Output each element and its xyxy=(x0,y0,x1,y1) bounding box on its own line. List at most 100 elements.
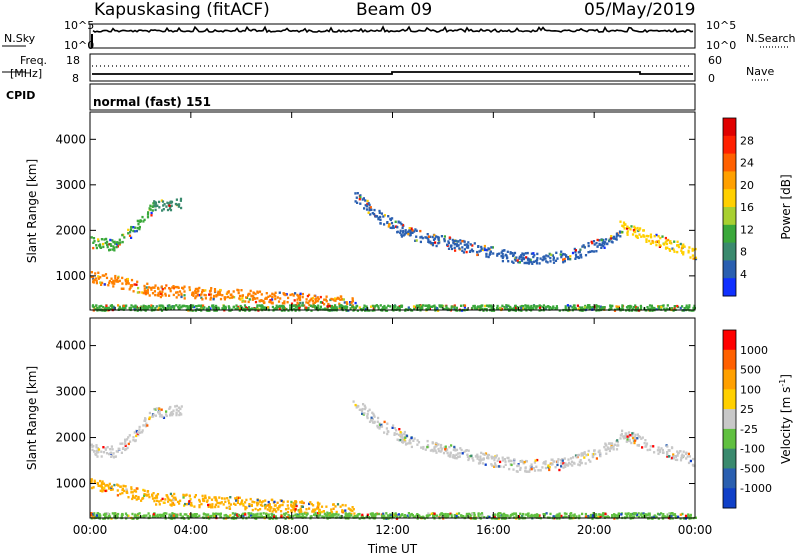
power-echo-cell xyxy=(449,244,452,247)
power-echo-cell xyxy=(146,282,149,285)
power-echo-cell xyxy=(659,236,662,240)
power-echo-cell xyxy=(366,199,369,203)
power-echo-cell xyxy=(463,248,466,251)
velocity-colorbar-tick: -1000 xyxy=(740,482,772,495)
velocity-echo-cell xyxy=(393,427,397,430)
velocity-echo-cell xyxy=(609,446,612,449)
velocity-echo-cell xyxy=(642,515,645,519)
power-echo-cell xyxy=(536,257,539,260)
power-echo-cell xyxy=(268,300,271,304)
power-echo-cell xyxy=(547,255,550,258)
velocity-echo-cell xyxy=(295,514,298,517)
velocity-echo-cell xyxy=(460,448,463,452)
power-echo-cell xyxy=(605,238,608,241)
velocity-echo-cell xyxy=(644,439,647,442)
power-echo-cell xyxy=(669,240,672,243)
velocity-echo-cell xyxy=(606,446,609,449)
velocity-echo-cell xyxy=(318,508,321,512)
power-echo-band xyxy=(619,220,698,261)
velocity-echo-cell xyxy=(298,511,301,515)
velocity-echo-cell xyxy=(453,514,456,517)
power-echo-cell xyxy=(276,306,279,309)
power-echo-cell xyxy=(133,230,136,233)
power-echo-cell xyxy=(146,216,150,219)
velocity-echo-cell xyxy=(430,512,433,515)
power-echo-cell xyxy=(476,306,479,309)
velocity-echo-cell xyxy=(90,443,93,446)
power-echo-cell xyxy=(627,226,630,230)
power-echo-cell xyxy=(628,306,631,310)
power-echo-cell xyxy=(112,245,115,248)
power-echo-cell xyxy=(201,290,204,294)
power-echo-cell xyxy=(447,240,450,243)
velocity-echo-cell xyxy=(140,499,143,502)
power-echo-cell xyxy=(279,297,282,300)
power-echo-cell xyxy=(688,304,691,307)
power-echo-cell xyxy=(110,244,113,247)
velocity-echo-cell xyxy=(131,497,134,501)
velocity-echo-cell xyxy=(648,514,651,517)
velocity-echo-cell xyxy=(629,434,632,437)
power-echo-cell xyxy=(520,304,523,308)
power-echo-cell xyxy=(334,304,337,307)
power-echo-cell xyxy=(174,285,177,289)
velocity-echo-cell xyxy=(455,448,459,452)
velocity-echo-cell xyxy=(560,514,563,518)
power-echo-cell xyxy=(576,304,579,307)
velocity-echo-cell xyxy=(443,513,446,516)
velocity-echo-cell xyxy=(178,502,181,505)
power-echo-cell xyxy=(282,304,285,308)
power-echo-cell xyxy=(154,205,157,208)
power-echo-cell xyxy=(562,261,565,264)
velocity-echo-cell xyxy=(91,513,94,516)
velocity-echo-cell xyxy=(558,515,561,518)
velocity-echo-cell xyxy=(373,514,376,517)
power-echo-cell xyxy=(175,291,178,294)
velocity-echo-cell xyxy=(162,416,166,419)
power-echo-cell xyxy=(672,248,675,251)
velocity-echo-cell xyxy=(562,466,565,469)
velocity-echo-cell xyxy=(312,508,315,511)
power-echo-cell xyxy=(555,251,558,254)
velocity-echo-cell xyxy=(361,412,364,415)
velocity-echo-cell xyxy=(328,512,332,515)
power-echo-cell xyxy=(631,309,634,312)
power-echo-cell xyxy=(260,307,263,310)
velocity-echo-cell xyxy=(190,515,193,519)
velocity-echo-band xyxy=(90,512,697,520)
power-echo-cell xyxy=(244,308,247,311)
power-echo-cell xyxy=(143,305,146,308)
velocity-echo-cell xyxy=(623,435,626,438)
power-echo-cell xyxy=(150,288,153,291)
velocity-echo-cell xyxy=(127,514,130,517)
power-echo-cell xyxy=(238,297,241,300)
power-echo-cell xyxy=(402,234,405,237)
power-echo-cell xyxy=(299,301,302,305)
power-echo-cell xyxy=(526,258,530,261)
velocity-echo-cell xyxy=(503,517,506,520)
power-echo-cell xyxy=(93,240,96,243)
velocity-echo-cell xyxy=(478,459,481,462)
power-echo-cell xyxy=(264,297,267,300)
power-echo-cell xyxy=(315,297,318,300)
power-echo-cell xyxy=(141,215,144,219)
velocity-echo-cell xyxy=(582,452,585,455)
velocity-echo-cell xyxy=(316,507,319,510)
velocity-echo-cell xyxy=(119,485,122,488)
power-echo-cell xyxy=(505,304,508,307)
velocity-echo-cell xyxy=(534,459,537,462)
power-echo-cell xyxy=(610,307,613,310)
velocity-echo-cell xyxy=(280,515,283,518)
velocity-echo-cell xyxy=(635,513,639,516)
power-echo-cell xyxy=(158,306,161,309)
velocity-echo-cell xyxy=(293,508,296,511)
velocity-echo-cell xyxy=(279,504,282,507)
velocity-echo-cell xyxy=(640,437,643,440)
power-echo-cell xyxy=(256,306,259,309)
velocity-echo-cell xyxy=(257,502,260,505)
power-echo-cell xyxy=(298,297,301,300)
velocity-echo-cell xyxy=(155,496,159,499)
power-echo-cell xyxy=(483,247,486,250)
power-echo-cell xyxy=(307,306,310,310)
power-echo-cell xyxy=(513,306,516,310)
